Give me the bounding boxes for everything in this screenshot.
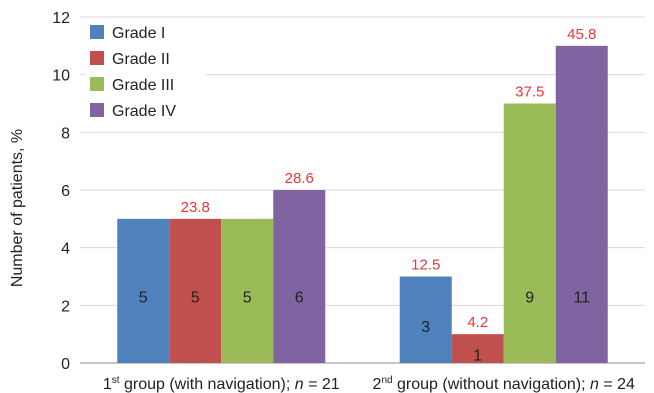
legend-swatch xyxy=(90,51,104,65)
bar xyxy=(169,218,222,363)
bar-percent-label: 12.5 xyxy=(411,257,440,274)
legend: Grade I Grade II Grade III Grade IV xyxy=(86,21,206,129)
bar-count-label: 5 xyxy=(243,290,252,307)
bar-count-label: 11 xyxy=(573,290,590,307)
legend-swatch xyxy=(90,25,104,39)
x-category-label: 1st group (with navigation); n = 21 xyxy=(103,375,340,393)
bar xyxy=(399,276,452,363)
bar-count-label: 3 xyxy=(421,319,430,336)
bar xyxy=(117,218,170,363)
bar-count-label: 5 xyxy=(139,290,148,307)
data-labels: 5 5 23.8 5 6 28.6 3 12.5 1 4.2 9 37.5 11 45.8 xyxy=(139,26,597,365)
x-category-label: 2nd group (without navigation); n = 24 xyxy=(373,375,636,393)
legend-swatch xyxy=(90,103,104,117)
y-tick-label: 10 xyxy=(52,68,70,85)
bar-percent-label: 45.8 xyxy=(567,26,596,43)
bar-percent-label: 4.2 xyxy=(467,314,488,331)
bar xyxy=(555,45,608,363)
bar xyxy=(273,190,326,363)
legend-label: Grade IV xyxy=(112,103,176,120)
bar xyxy=(503,103,556,363)
legend-label: Grade II xyxy=(112,51,170,68)
legend-swatch xyxy=(90,77,104,91)
y-axis-title: Number of patients, % xyxy=(9,129,26,287)
bar xyxy=(451,334,504,363)
y-tick-label: 6 xyxy=(61,183,70,200)
y-tick-label: 8 xyxy=(61,125,70,142)
legend-label: Grade III xyxy=(112,77,174,94)
category-labels: 1st group (with navigation); n = 21 2nd g… xyxy=(103,375,635,393)
bars xyxy=(117,45,608,363)
bar-percent-label: 28.6 xyxy=(285,170,314,187)
y-tick-label: 0 xyxy=(61,356,70,373)
legend-label: Grade I xyxy=(112,25,165,42)
bar-count-label: 1 xyxy=(473,348,482,365)
bar-percent-label: 37.5 xyxy=(515,84,544,101)
bar xyxy=(221,218,274,363)
bar-count-label: 9 xyxy=(525,290,534,307)
y-tick-label: 4 xyxy=(61,241,70,258)
y-tick-label: 12 xyxy=(52,10,70,27)
legend-background xyxy=(86,21,206,129)
y-tick-label: 2 xyxy=(61,298,70,315)
bar-count-label: 6 xyxy=(295,290,304,307)
bar-percent-label: 23.8 xyxy=(181,199,210,216)
bar-count-label: 5 xyxy=(191,290,200,307)
